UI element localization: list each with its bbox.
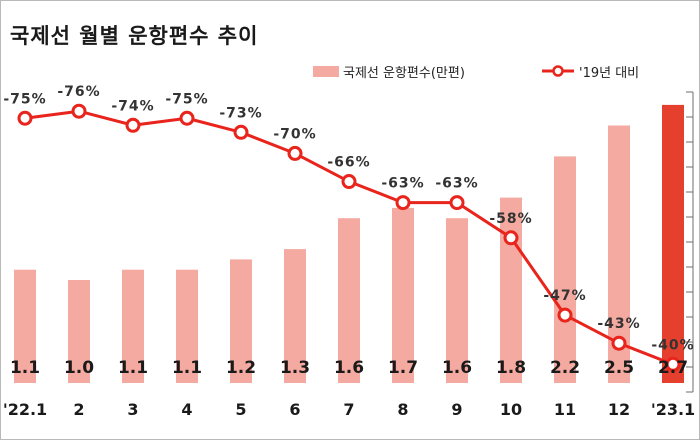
line-value-label-12: -40% (651, 337, 694, 353)
bar-3 (176, 269, 198, 383)
bar-1 (68, 280, 90, 383)
bar-value-label-8: 1.6 (442, 358, 472, 378)
line-point-3 (179, 110, 195, 126)
x-tick-label-7: 8 (397, 400, 408, 419)
bar-11 (608, 125, 630, 383)
x-tick-label-12: '23.1 (651, 400, 695, 419)
legend (313, 65, 574, 77)
line-value-label-4: -73% (219, 105, 262, 121)
line-value-label-6: -66% (327, 155, 370, 171)
bar-2 (122, 269, 144, 383)
x-tick-label-4: 5 (235, 400, 246, 419)
bar-series (14, 104, 684, 384)
bar-6 (338, 218, 360, 383)
line-point-6 (341, 174, 357, 190)
line-value-label-2: -74% (111, 98, 154, 114)
right-axis-ticks (686, 91, 694, 393)
x-tick-label-0: '22.1 (3, 400, 47, 419)
bar-value-label-10: 2.2 (550, 358, 580, 378)
x-tick-label-2: 3 (127, 400, 138, 419)
line-point-10 (557, 307, 573, 323)
line-value-label-11: -43% (597, 316, 640, 332)
line-point-11 (611, 335, 627, 351)
x-axis-tick-labels: '22.1 2 3 4 5 6 7 8 9 10 11 12 '23.1 (3, 400, 695, 419)
line-value-label-8: -63% (435, 176, 478, 192)
line-value-label-1: -76% (57, 84, 100, 100)
x-tick-label-5: 6 (289, 400, 300, 419)
bar-0 (14, 269, 36, 383)
bar-8 (446, 218, 468, 383)
bar-value-label-11: 2.5 (604, 358, 634, 378)
line-value-label-10: -47% (543, 288, 586, 304)
line-value-label-5: -70% (273, 126, 316, 142)
bar-value-label-4: 1.2 (226, 358, 256, 378)
bar-value-label-2: 1.1 (118, 358, 148, 378)
x-tick-label-3: 4 (181, 400, 192, 419)
x-tick-label-9: 10 (500, 400, 522, 419)
line-value-label-3: -75% (165, 91, 208, 107)
bar-value-label-7: 1.7 (388, 358, 418, 378)
line-point-5 (287, 145, 303, 161)
line-series (17, 103, 681, 372)
line-value-label-9: -58% (489, 211, 532, 227)
bar-value-label-1: 1.0 (64, 358, 94, 378)
line-point-1 (71, 103, 87, 119)
x-tick-label-1: 2 (73, 400, 84, 419)
x-tick-label-8: 9 (451, 400, 462, 419)
bar-value-label-6: 1.6 (334, 358, 364, 378)
bar-value-label-12: 2.7 (658, 358, 688, 378)
legend-line-marker (552, 65, 564, 77)
line-point-12 (665, 356, 681, 372)
line-point-7 (395, 195, 411, 211)
bar-value-label-0: 1.1 (10, 358, 40, 378)
bar-value-label-5: 1.3 (280, 358, 310, 378)
x-tick-label-10: 11 (554, 400, 576, 419)
bar-12 (662, 104, 684, 384)
bar-4 (230, 259, 252, 383)
bar-10 (554, 156, 576, 383)
line-point-8 (449, 195, 465, 211)
data-labels: -75% -76% -74% -75% -73% -70% -66% -63% -63% -58%… (3, 84, 694, 378)
line-value-label-0: -75% (3, 91, 46, 107)
x-tick-label-11: 12 (608, 400, 630, 419)
x-tick-label-6: 7 (343, 400, 354, 419)
legend-bar-swatch (313, 66, 339, 77)
chart-title: 국제선 월별 운항편수 추이 (10, 24, 259, 48)
line-point-2 (125, 117, 141, 133)
bar-value-label-3: 1.1 (172, 358, 202, 378)
bar-value-label-9: 1.8 (496, 358, 526, 378)
line-point-4 (233, 124, 249, 140)
line-point-0 (17, 110, 33, 126)
legend-bar-label: 국제선 운항편수(만편) (343, 66, 465, 81)
line-value-label-7: -63% (381, 176, 424, 192)
bar-5 (284, 249, 306, 383)
bar-7 (392, 207, 414, 383)
line-point-9 (503, 230, 519, 246)
legend-line-label: '19년 대비 (579, 66, 640, 81)
